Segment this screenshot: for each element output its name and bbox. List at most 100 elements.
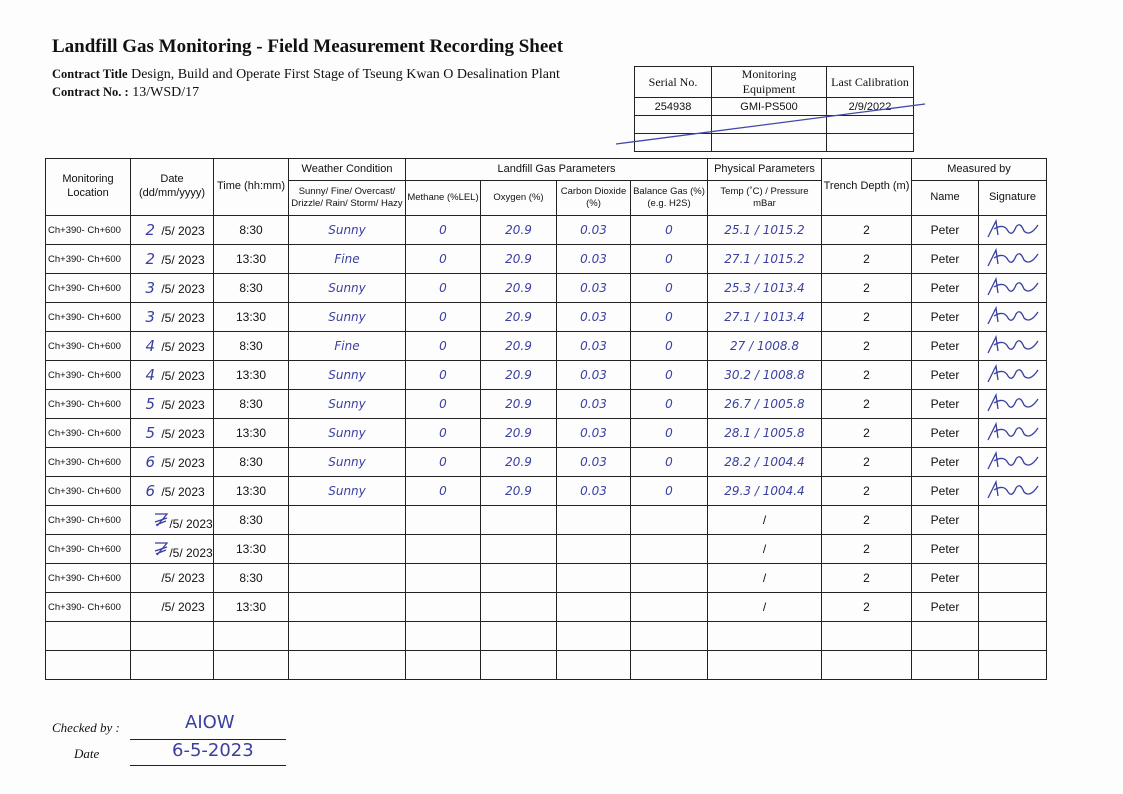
- table-row: Ch+390- Ch+600 3/5/ 2023 8:30 Sunny 0 20.9 0.0…: [45, 273, 1047, 303]
- signature-icon: [986, 334, 1039, 353]
- date-day: 6: [145, 453, 156, 471]
- gas-header: Landfill Gas Parameters: [405, 158, 708, 181]
- time-cell: 8:30: [213, 389, 289, 419]
- checked-date-value: 6-5-2023: [172, 740, 254, 761]
- location-cell: Ch+390- Ch+600: [45, 534, 131, 564]
- signature-icon: [986, 363, 1039, 382]
- date-cell: 4/5/ 2023: [130, 331, 214, 361]
- time-cell: 13:30: [213, 360, 289, 390]
- weather-cell: Sunny: [288, 447, 406, 477]
- date-month-year: /5/ 2023: [161, 224, 205, 238]
- methane-cell: 0: [405, 215, 481, 245]
- empty-cell: [911, 650, 979, 680]
- oxygen-cell: 20.9: [480, 273, 557, 303]
- name-header: Name: [911, 180, 979, 216]
- time-cell: 13:30: [213, 244, 289, 274]
- empty-cell: [556, 621, 631, 651]
- temp-pressure-cell: 25.3 / 1013.4: [707, 273, 822, 303]
- methane-cell: 0: [405, 331, 481, 361]
- temp-header: Temp (˚C) / Pressure mBar: [707, 180, 822, 216]
- checked-by-value: AIOW: [185, 712, 235, 733]
- name-cell: Peter: [911, 534, 979, 564]
- measured-header: Measured by: [911, 158, 1047, 181]
- signature-cell: [978, 360, 1047, 390]
- balance-header: Balance Gas (%) (e.g. H2S): [630, 180, 708, 216]
- methane-cell: [405, 563, 481, 593]
- signature-cell: [978, 534, 1047, 564]
- date-cell: 6/5/ 2023: [130, 447, 214, 477]
- table-row: Ch+390- Ch+600/5/ 2023 8:30 /2 Peter: [45, 505, 1047, 535]
- signature-icon: [986, 450, 1039, 469]
- date-month-year: /5/ 2023: [169, 516, 213, 531]
- name-cell: Peter: [911, 244, 979, 274]
- date-day: 3: [145, 308, 156, 326]
- empty-cell: [821, 650, 912, 680]
- depth-cell: 2: [821, 592, 912, 622]
- weather-sub-header: Sunny/ Fine/ Overcast/ Drizzle/ Rain/ St…: [288, 180, 406, 216]
- table-row: Ch+390- Ch+600 4/5/ 2023 13:30 Sunny 0 20.9 0.…: [45, 360, 1047, 390]
- signature-icon: [986, 392, 1039, 411]
- methane-cell: 0: [405, 360, 481, 390]
- date-month-year: /5/ 2023: [161, 253, 205, 267]
- date-day: 2: [145, 221, 156, 239]
- date-day: 4: [145, 366, 156, 384]
- empty-cell: [405, 621, 481, 651]
- location-cell: Ch+390- Ch+600: [45, 360, 131, 390]
- weather-cell: Sunny: [288, 360, 406, 390]
- temp-pressure-cell: 27.1 / 1015.2: [707, 244, 822, 274]
- co2-cell: 0.03: [556, 215, 631, 245]
- weather-cell: Fine: [288, 331, 406, 361]
- weather-cell: Sunny: [288, 273, 406, 303]
- balance-cell: [630, 592, 708, 622]
- empty-cell: [480, 650, 557, 680]
- co2-cell: 0.03: [556, 302, 631, 332]
- time-cell: 8:30: [213, 273, 289, 303]
- date-day: 6: [145, 482, 156, 500]
- co2-cell: 0.03: [556, 476, 631, 506]
- table-row: Ch+390- Ch+600 5/5/ 2023 8:30 Sunny 0 20.9 0.0…: [45, 389, 1047, 419]
- date-cell: 4/5/ 2023: [130, 360, 214, 390]
- location-cell: Ch+390- Ch+600: [45, 273, 131, 303]
- name-cell: Peter: [911, 476, 979, 506]
- signature-cell: [978, 273, 1047, 303]
- table-row: Ch+390- Ch+600 5/5/ 2023 13:30 Sunny 0 20.9 0.…: [45, 418, 1047, 448]
- contract-title-value: Design, Build and Operate First Stage of…: [131, 67, 560, 82]
- methane-cell: 0: [405, 302, 481, 332]
- oxygen-cell: [480, 592, 557, 622]
- methane-cell: 0: [405, 244, 481, 274]
- oxygen-cell: 20.9: [480, 476, 557, 506]
- physical-header: Physical Parameters: [707, 158, 822, 181]
- co2-cell: [556, 592, 631, 622]
- depth-cell: 2: [821, 534, 912, 564]
- oxygen-cell: 20.9: [480, 447, 557, 477]
- empty-cell: [630, 650, 708, 680]
- table-row: Ch+390- Ch+600 2/5/ 2023 13:30 Fine 0 20.9 0.0…: [45, 244, 1047, 274]
- calibration-value: 2/9/2022: [826, 97, 914, 116]
- signature-cell: [978, 505, 1047, 535]
- methane-header: Methane (%LEL): [405, 180, 481, 216]
- methane-cell: 0: [405, 273, 481, 303]
- time-header: Time (hh:mm): [213, 158, 289, 216]
- equipment-header: Monitoring Equipment: [711, 66, 827, 98]
- oxygen-cell: 20.9: [480, 302, 557, 332]
- date-month-year: /5/ 2023: [161, 340, 205, 354]
- date-cell: 3/5/ 2023: [130, 273, 214, 303]
- co2-cell: 0.03: [556, 244, 631, 274]
- location-cell: Ch+390- Ch+600: [45, 563, 131, 593]
- oxygen-cell: 20.9: [480, 389, 557, 419]
- depth-cell: 2: [821, 476, 912, 506]
- date-month-year: /5/ 2023: [161, 600, 205, 614]
- weather-cell: Sunny: [288, 389, 406, 419]
- temp-pressure-cell: /: [707, 505, 822, 535]
- name-cell: Peter: [911, 418, 979, 448]
- time-cell: 13:30: [213, 302, 289, 332]
- date-month-year: /5/ 2023: [161, 369, 205, 383]
- date-line: [130, 765, 286, 766]
- name-cell: Peter: [911, 447, 979, 477]
- methane-cell: 0: [405, 447, 481, 477]
- name-cell: Peter: [911, 331, 979, 361]
- time-cell: 13:30: [213, 534, 289, 564]
- date-month-year: /5/ 2023: [161, 485, 205, 499]
